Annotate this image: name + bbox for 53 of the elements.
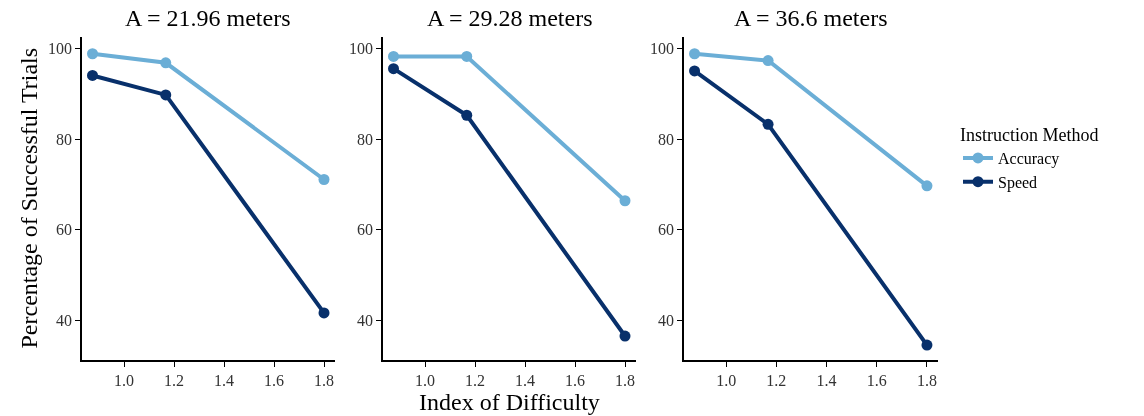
chart-title: A = 36.6 meters <box>734 5 888 31</box>
point <box>689 48 701 60</box>
point <box>388 50 399 62</box>
y-tick-label: 100 <box>349 40 374 58</box>
point <box>619 330 631 342</box>
x-tick-label: 1.6 <box>264 371 284 389</box>
x-tick-label: 1.2 <box>766 371 787 389</box>
x-tick-label: 1.2 <box>465 371 485 389</box>
y-tick-label: 60 <box>56 221 73 239</box>
point <box>921 180 933 192</box>
x-tick-label: 1.0 <box>114 371 134 389</box>
chart-title: A = 29.28 meters <box>427 5 593 31</box>
x-tick-label: 1.8 <box>916 371 937 389</box>
point <box>461 50 473 62</box>
x-tick-label: 1.0 <box>716 371 737 389</box>
point <box>318 174 330 185</box>
point <box>87 48 98 60</box>
y-tick-label: 60 <box>658 221 675 239</box>
y-tick-label: 100 <box>48 40 73 58</box>
y-tick-label: 40 <box>658 311 675 329</box>
point <box>160 57 172 69</box>
y-axis-title: Percentage of Successful Trials <box>15 47 42 349</box>
point <box>619 195 631 207</box>
legend-title: Instruction Method <box>960 124 1099 145</box>
y-tick-label: 80 <box>56 130 73 148</box>
x-axis-title: Index of Difficulty <box>419 389 600 415</box>
y-tick-label: 100 <box>650 40 675 58</box>
y-tick-label: 80 <box>658 130 675 148</box>
chart-title: A = 21.96 meters <box>125 5 291 31</box>
point <box>762 55 774 67</box>
point <box>160 89 172 101</box>
point <box>388 63 399 75</box>
x-tick-label: 1.6 <box>565 371 585 389</box>
point <box>318 307 330 319</box>
y-tick-label: 60 <box>357 221 374 239</box>
x-tick-label: 1.8 <box>615 371 635 389</box>
point <box>87 69 98 81</box>
y-tick-label: 40 <box>357 311 374 329</box>
point <box>762 118 774 130</box>
x-tick-label: 1.2 <box>164 371 184 389</box>
x-tick-label: 1.4 <box>214 371 234 389</box>
point <box>921 339 933 351</box>
point <box>461 109 473 121</box>
x-tick-label: 1.6 <box>866 371 887 389</box>
legend-label: Accuracy <box>998 150 1060 169</box>
point <box>689 65 701 77</box>
x-tick-label: 1.8 <box>314 371 334 389</box>
x-tick-label: 1.0 <box>415 371 435 389</box>
x-tick-label: 1.4 <box>816 371 837 389</box>
x-tick-label: 1.4 <box>515 371 535 389</box>
y-tick-label: 40 <box>56 311 73 329</box>
legend-label: Speed <box>998 173 1038 192</box>
y-tick-label: 80 <box>357 130 374 148</box>
